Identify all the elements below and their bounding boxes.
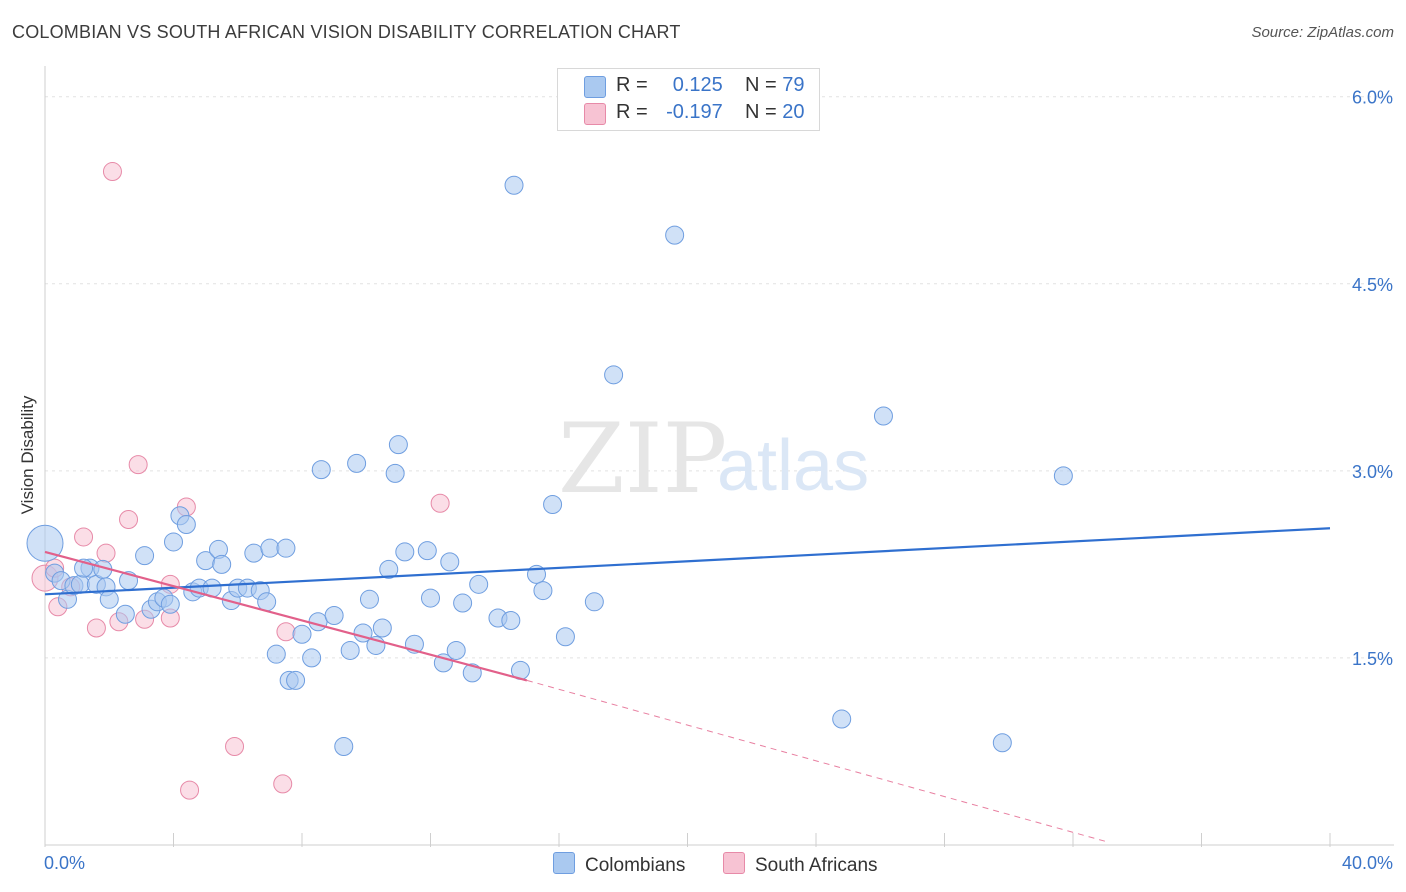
colombian-point (665, 225, 685, 245)
colombian-point (115, 604, 135, 624)
colombian-point (176, 514, 196, 534)
colombian-point (832, 709, 852, 729)
legend-r-label: R = (616, 101, 648, 123)
colombian-point (992, 733, 1012, 753)
colombian-point (164, 532, 183, 552)
colombian-point (70, 574, 90, 594)
colombian-point (311, 460, 331, 480)
south-african-point (273, 774, 293, 794)
series-south-africans (31, 162, 450, 800)
y-tick-label: 3.0% (1352, 462, 1393, 482)
colombian-point (302, 648, 322, 668)
trend-lines (44, 527, 1331, 842)
south-african-point (102, 162, 122, 182)
colombian-point (99, 589, 119, 609)
colombian-point (135, 546, 155, 566)
colombian-point (257, 592, 277, 612)
colombian-point (440, 552, 460, 572)
colombian-point (260, 538, 280, 558)
legend-n-value: 20 (782, 101, 805, 123)
bottom-legend-swatch-colombians (553, 852, 575, 874)
south-african-point (225, 736, 245, 756)
colombian-point (584, 592, 604, 612)
x-tick-label-min: 0.0% (44, 853, 85, 873)
south-african-point (276, 622, 296, 642)
colombian-point (308, 612, 328, 632)
colombian-point (276, 538, 296, 558)
y-tick-label: 1.5% (1352, 649, 1393, 669)
chart-title: COLOMBIAN VS SOUTH AFRICAN VISION DISABI… (12, 22, 681, 42)
south-african-point (430, 493, 450, 513)
south-african-point (86, 618, 106, 638)
colombian-point (334, 736, 354, 756)
colombian-point (266, 644, 286, 664)
colombian-point (533, 581, 553, 601)
colombian-point (26, 524, 64, 562)
colombian-point (244, 543, 264, 563)
legend-n-label: N = (745, 101, 777, 123)
colombians-trend-line (44, 527, 1331, 596)
legend-box: R = 0.125 N = 79 R = -0.197 N = 20 (557, 68, 820, 131)
colombian-point (286, 670, 306, 690)
series-colombians (26, 175, 1073, 756)
colombian-point (462, 663, 482, 683)
axes (44, 66, 1394, 847)
colombian-point (604, 365, 624, 385)
south-african-point (128, 455, 148, 475)
colombian-point (501, 611, 521, 631)
colombian-point (504, 175, 524, 195)
colombian-point (1053, 466, 1073, 486)
bottom-legend-colombians: Colombians (553, 852, 685, 877)
colombian-point (388, 435, 408, 455)
colombian-point (469, 574, 489, 594)
grid-lines (45, 96, 1394, 659)
colombian-point (292, 624, 312, 644)
south-africans-trend-extension (526, 679, 1106, 842)
south-african-point (119, 509, 139, 529)
y-tick-label: 4.5% (1352, 275, 1393, 295)
y-axis-label: Vision Disability (18, 395, 37, 515)
x-tick-label-max: 40.0% (1342, 853, 1393, 873)
colombian-point (212, 554, 232, 574)
colombian-point (340, 640, 360, 660)
legend-r-value: -0.197 (666, 101, 723, 123)
watermark-zip: ZIP (558, 403, 727, 515)
colombian-point (446, 640, 466, 660)
colombian-point (555, 627, 575, 647)
colombian-point (324, 606, 344, 626)
south-african-point (96, 543, 116, 563)
source-label: Source: ZipAtlas.com (1251, 24, 1394, 41)
legend-n-label: N = (745, 74, 777, 96)
colombian-point (395, 542, 415, 562)
colombian-point (543, 495, 563, 515)
colombian-point (160, 594, 180, 614)
colombian-point (379, 559, 399, 579)
colombian-point (417, 541, 437, 561)
bottom-legend-label-south-africans: South Africans (755, 855, 878, 876)
colombian-point (359, 589, 379, 609)
south-africans-trend-line (44, 550, 528, 682)
watermark: ZIP atlas (558, 403, 869, 515)
colombian-point (385, 463, 405, 483)
colombian-point (347, 453, 367, 473)
colombian-point (372, 618, 392, 638)
legend-swatch-south-africans (584, 103, 606, 125)
watermark-atlas: atlas (717, 426, 869, 506)
colombian-point (421, 588, 440, 608)
south-african-point (74, 527, 94, 547)
bottom-legend-label-colombians: Colombians (585, 855, 686, 876)
south-african-point (180, 780, 200, 800)
legend-swatch-colombians (584, 76, 606, 98)
legend-r-label: R = (616, 74, 648, 96)
legend-n-value: 79 (782, 74, 805, 96)
colombian-point (873, 406, 893, 426)
bottom-legend-south-africans: South Africans (723, 852, 878, 877)
bottom-legend-swatch-south-africans (723, 852, 745, 874)
tick-labels: 1.5% 3.0% 4.5% 6.0% 0.0% 40.0% (44, 88, 1393, 873)
legend-r-value: 0.125 (672, 74, 723, 96)
colombian-point (453, 593, 473, 613)
y-tick-label: 6.0% (1352, 88, 1393, 108)
